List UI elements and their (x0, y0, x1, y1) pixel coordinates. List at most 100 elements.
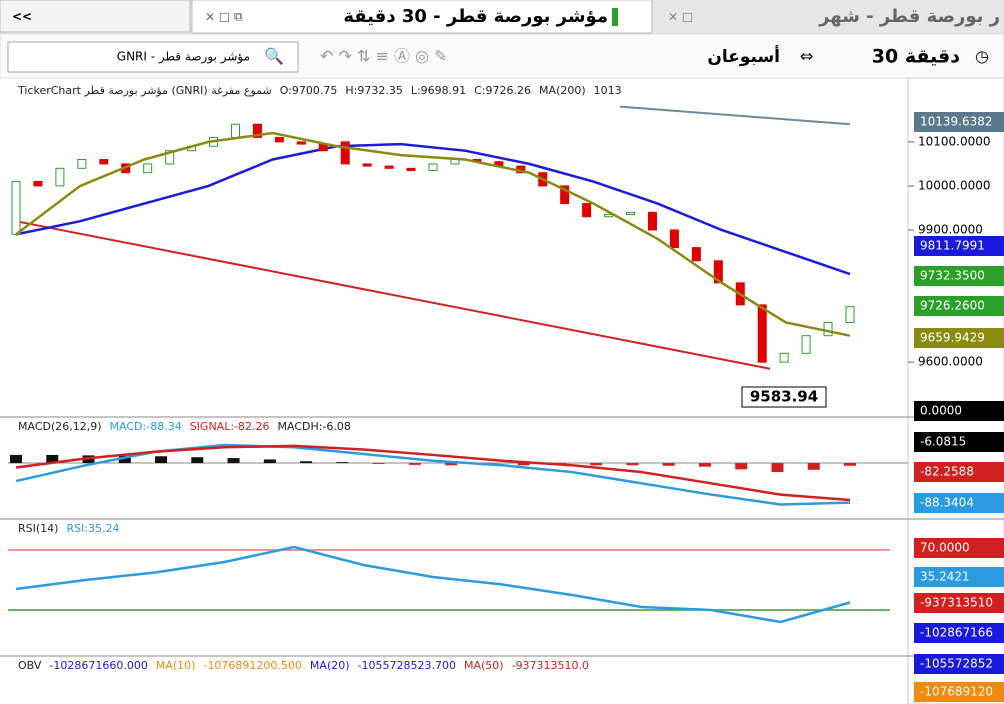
tab-controls[interactable]: × □ (668, 10, 693, 24)
period[interactable]: أسبوعان (707, 45, 780, 67)
macd-bar (263, 459, 276, 464)
info-text: L:9698.91 (411, 84, 466, 97)
candle (647, 211, 657, 231)
candle (428, 163, 438, 172)
macd-bar (662, 463, 675, 466)
info-text: -1055728523.700 (358, 659, 456, 672)
rsi-line (15, 545, 851, 624)
price-label: -88.3404 (920, 496, 974, 510)
price-label-box (914, 538, 1004, 558)
info-text: MA(200) (539, 84, 586, 97)
macd-bar (735, 463, 748, 470)
macd-bar (155, 456, 168, 464)
candle (362, 163, 372, 167)
active-tab-title[interactable]: مؤشر بورصة قطر - 30 دقيقة (343, 6, 608, 27)
macd-bar (336, 462, 349, 464)
candle (779, 352, 789, 363)
candle (99, 158, 109, 165)
candle (626, 211, 636, 216)
macd-bar (698, 463, 711, 467)
price-label-box (914, 567, 1004, 587)
active-tab[interactable] (191, 0, 653, 34)
price-label-box (914, 236, 1004, 256)
info-text: MA(10) (156, 659, 196, 672)
period-icon[interactable]: ⇔ (800, 47, 813, 66)
macd-bar (372, 463, 385, 464)
price-label: 9732.3500 (920, 269, 985, 283)
search-text[interactable]: GNRI - مؤشر بورصة قطر (117, 50, 250, 65)
price-label: 70.0000 (920, 541, 970, 555)
price-label: -937313510 (920, 596, 993, 610)
info-text: RSI:35.24 (66, 522, 119, 535)
price-label: 35.2421 (920, 570, 970, 584)
clock-icon[interactable]: ◷ (975, 47, 989, 66)
price-label: -105572852 (920, 657, 993, 671)
info-text: H:9732.35 (345, 84, 402, 97)
info-text: MA(20) (310, 659, 350, 672)
macd-bar (517, 463, 530, 466)
y-tick-label: 10000.0000 (918, 178, 991, 192)
price-label: -6.0815 (920, 435, 966, 449)
candle (713, 260, 723, 284)
info-text: SIGNAL:-82.26 (190, 420, 270, 433)
low-label: 9583.94 (750, 388, 818, 406)
price-label-box (914, 682, 1004, 702)
macd-bar (46, 454, 59, 464)
price-label: 9726.2600 (920, 299, 985, 313)
candle (604, 214, 614, 218)
price-label-box (914, 328, 1004, 348)
candle (582, 203, 592, 218)
candle (296, 141, 306, 145)
ma200-line (619, 105, 851, 126)
macd-bar (844, 463, 856, 466)
price-label: 9811.7991 (920, 239, 985, 253)
info-text: RSI(14) (18, 522, 58, 535)
macd-bar (118, 455, 131, 464)
tab-controls[interactable]: × □ ⧉ (205, 10, 243, 24)
candle (252, 123, 262, 138)
macd-bar (10, 454, 22, 464)
nav-tab[interactable] (0, 0, 191, 33)
other-tab-title[interactable]: ر بورصة قطر - شهر (818, 6, 1000, 27)
candle (560, 185, 570, 205)
macd-bar (191, 457, 204, 464)
candle (230, 123, 240, 138)
candle (11, 181, 21, 235)
macd-bar (807, 463, 820, 470)
candle (691, 247, 701, 262)
price-label-box (914, 623, 1004, 643)
interval[interactable]: 30 دقيقة (872, 46, 960, 68)
candle (340, 141, 350, 165)
ma-fast-line (15, 131, 851, 337)
price-label: 9659.9429 (920, 331, 985, 345)
price-label-box (914, 296, 1004, 316)
search-box[interactable] (7, 41, 299, 73)
candle (33, 181, 43, 187)
y-tick-label: 9900.0000 (918, 222, 983, 236)
price-label-box (914, 432, 1004, 452)
price-label-box (914, 462, 1004, 482)
info-text: MACDH:-6.08 (278, 420, 351, 433)
candle (143, 163, 153, 174)
info-text: -937313510.0 (512, 659, 589, 672)
info-text: -1076891200.500 (203, 659, 301, 672)
y-tick-label: 10100.0000 (918, 134, 991, 148)
tab-indicator (612, 8, 618, 26)
info-text: C:9726.26 (474, 84, 531, 97)
nav[interactable]: << (12, 10, 32, 24)
info-text: TickerChart مؤشر بورصة قطر (GNRI) شموع م… (17, 84, 272, 97)
price-label-box (914, 654, 1004, 674)
search-icon[interactable]: 🔍 (264, 46, 284, 66)
info-text: MACD:-88.34 (110, 420, 182, 433)
candle (55, 167, 65, 187)
toolbar-icons[interactable]: ↶ ↷ ⇅ ≡ Ⓐ ◎ ✎ (320, 47, 448, 66)
y-tick-label: 9600.0000 (918, 355, 983, 369)
info-text: MACD(26,12,9) (18, 420, 102, 433)
price-label: 10139.6382 (920, 115, 993, 129)
candle (845, 306, 855, 323)
info-text: MA(50) (464, 659, 504, 672)
macd-bar (626, 463, 639, 466)
candle (823, 321, 833, 337)
